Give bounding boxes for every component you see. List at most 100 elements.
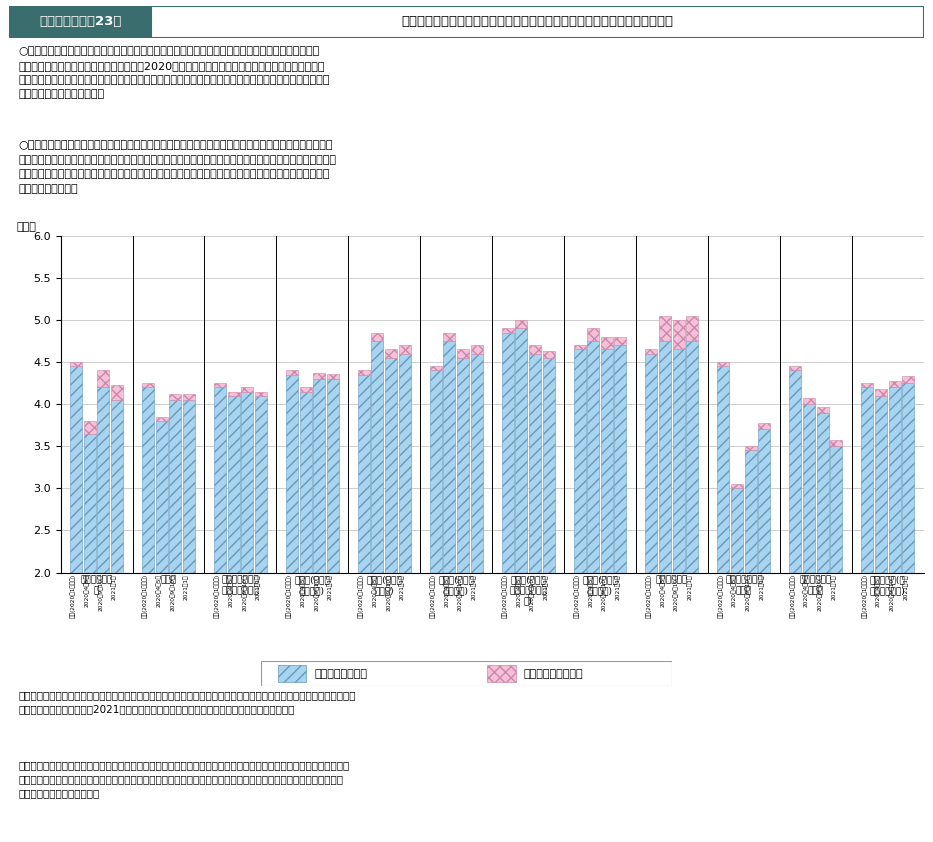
Bar: [151, 6, 924, 38]
Bar: [170, 394, 181, 400]
Bar: [84, 434, 96, 573]
Text: 平時(2020年1月以前): 平時(2020年1月以前): [358, 574, 364, 619]
Bar: [385, 349, 397, 358]
Bar: [327, 374, 339, 379]
Bar: [398, 354, 411, 573]
Bar: [470, 354, 482, 573]
Text: ○　非正社員についてみると、週間稼働日数、週間職場出勤日数は、正社員と同様、分析対象業種計
　を含めいずれの業種でも平時と比較して2020年４～５月に減少した。: ○ 非正社員についてみると、週間稼働日数、週間職場出勤日数は、正社員と同様、分析…: [19, 46, 330, 99]
Text: 平時(2020年1月以前): 平時(2020年1月以前): [143, 574, 148, 619]
Bar: [687, 316, 699, 341]
Text: 2020年9～10月: 2020年9～10月: [385, 574, 391, 610]
Text: 2021年1月: 2021年1月: [327, 574, 333, 600]
Bar: [228, 396, 240, 573]
Bar: [156, 417, 168, 421]
Bar: [601, 349, 613, 573]
Text: 2020年4～5月: 2020年4～5月: [660, 574, 665, 607]
Text: 2021年1月: 2021年1月: [111, 574, 117, 600]
Bar: [861, 383, 873, 387]
Text: 小売業(生活必
需物資等): 小売業(生活必 需物資等): [295, 575, 330, 595]
Bar: [228, 392, 240, 396]
Text: 2020年9～10月: 2020年9～10月: [529, 574, 535, 610]
Bar: [902, 383, 914, 573]
Bar: [398, 345, 411, 354]
Bar: [313, 373, 326, 379]
Text: 平時(2020年1月以前): 平時(2020年1月以前): [574, 574, 579, 619]
Bar: [587, 341, 599, 573]
Text: 製造業(生活必
需物資等): 製造業(生活必 需物資等): [439, 575, 474, 595]
Bar: [529, 345, 541, 354]
Bar: [70, 362, 82, 366]
Text: 2021年1月: 2021年1月: [399, 574, 405, 600]
Text: 2020年9～10月: 2020年9～10月: [242, 574, 247, 610]
Text: 第２－（１）－23図: 第２－（１）－23図: [39, 15, 121, 29]
Bar: [278, 665, 306, 682]
Text: 2020年4～5月: 2020年4～5月: [731, 574, 737, 607]
Text: 2020年9～10月: 2020年9～10月: [170, 574, 175, 610]
Text: 2020年4～5月: 2020年4～5月: [156, 574, 161, 607]
Bar: [745, 446, 757, 450]
Text: 2020年9～10月: 2020年9～10月: [889, 574, 895, 610]
Bar: [470, 345, 482, 354]
Bar: [183, 394, 195, 400]
Text: 週間テレワーク日数: 週間テレワーク日数: [524, 669, 584, 679]
Bar: [183, 400, 195, 573]
Text: 2021年1月: 2021年1月: [830, 574, 836, 600]
Bar: [142, 387, 154, 573]
Bar: [313, 379, 326, 573]
Bar: [70, 366, 82, 573]
Bar: [111, 385, 123, 400]
Text: 平時(2020年1月以前): 平時(2020年1月以前): [430, 574, 436, 619]
Bar: [574, 349, 586, 573]
Text: 2021年1月: 2021年1月: [184, 574, 189, 600]
Text: 平時(2020年1月以前): 平時(2020年1月以前): [717, 574, 723, 619]
Text: 2021年1月: 2021年1月: [687, 574, 692, 600]
Bar: [515, 320, 527, 328]
Text: 平時(2020年1月以前): 平時(2020年1月以前): [789, 574, 795, 619]
Text: サービス業(廃
棄物処理業等): サービス業(廃 棄物処理業等): [870, 575, 906, 595]
Text: 平時(2020年1月以前): 平時(2020年1月以前): [502, 574, 508, 619]
Text: 建設業(総合工
事業等): 建設業(総合工 事業等): [367, 575, 402, 595]
Bar: [214, 383, 226, 387]
Bar: [255, 396, 267, 573]
Bar: [587, 328, 599, 341]
Bar: [443, 333, 455, 341]
Text: 2020年4～5月: 2020年4～5月: [516, 574, 522, 607]
Bar: [9, 6, 151, 38]
Bar: [242, 387, 253, 392]
Text: 2020年4～5月: 2020年4～5月: [444, 574, 450, 607]
Text: 社会保険・社会
福祉・介護事業: 社会保険・社会 福祉・介護事業: [222, 575, 259, 595]
Text: 卸売業(生活必
需物資等): 卸売業(生活必 需物資等): [582, 575, 618, 595]
Bar: [285, 375, 298, 573]
Bar: [759, 429, 771, 573]
Bar: [502, 328, 514, 333]
Bar: [861, 387, 873, 573]
Bar: [358, 375, 369, 573]
Bar: [255, 392, 267, 396]
Bar: [673, 349, 685, 573]
Bar: [888, 387, 900, 573]
Bar: [84, 421, 96, 434]
Bar: [299, 387, 312, 392]
Text: 資料出所　（独）労働政策研究・研修機構「新型コロナウイルス感染症の感染拡大下における労働者の働き方に関する調
　　査（労働者調査）」（2021年）をもとに厚生労: 資料出所 （独）労働政策研究・研修機構「新型コロナウイルス感染症の感染拡大下にお…: [19, 690, 356, 715]
Text: 2020年4～5月: 2020年4～5月: [299, 574, 305, 607]
Text: 2020年9～10月: 2020年9～10月: [601, 574, 606, 610]
Text: 2020年4～5月: 2020年4～5月: [84, 574, 90, 607]
Bar: [529, 354, 541, 573]
Bar: [673, 320, 685, 349]
Bar: [830, 440, 842, 446]
Bar: [170, 400, 181, 573]
Text: 平時(2020年1月以前): 平時(2020年1月以前): [862, 574, 868, 619]
Bar: [457, 349, 469, 358]
Text: 2020年4～5月: 2020年4～5月: [372, 574, 378, 607]
Bar: [285, 370, 298, 375]
Bar: [574, 345, 586, 349]
Bar: [615, 337, 626, 345]
Bar: [659, 341, 671, 573]
Bar: [646, 354, 658, 573]
Text: （注）　「それぞれの期間における一週間の平均出勤日数をお答えください。また、テレワークを実施していればその
　　状況もお答えください」と尋ね、「出勤日数」及び「: （注） 「それぞれの期間における一週間の平均出勤日数をお答えください。また、テレ…: [19, 759, 350, 797]
Bar: [717, 366, 730, 573]
Bar: [97, 370, 109, 387]
Bar: [789, 366, 801, 370]
Bar: [659, 316, 671, 341]
Text: 宿泊・飲食サー
ビス業: 宿泊・飲食サー ビス業: [725, 575, 762, 595]
